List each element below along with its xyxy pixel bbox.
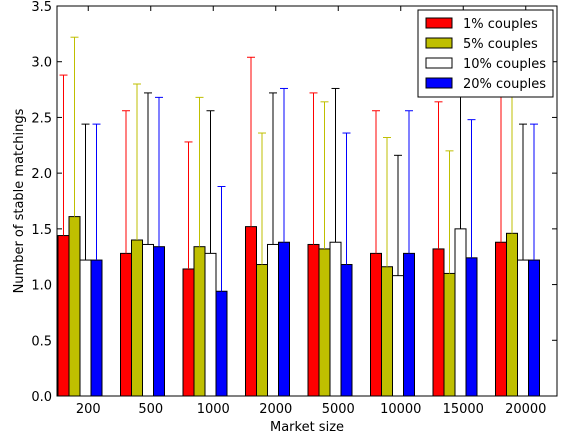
x-tick-label: 500 <box>138 402 163 417</box>
bar <box>153 246 165 397</box>
bar <box>403 252 415 397</box>
bar <box>432 248 445 397</box>
bar <box>307 243 320 397</box>
bar <box>182 268 195 397</box>
y-tick-label: 2.0 <box>31 167 52 182</box>
bar <box>79 259 92 397</box>
bar <box>215 290 228 397</box>
bar <box>318 248 331 397</box>
y-tick-label: 0.5 <box>31 334 52 349</box>
legend-label: 20% couples <box>463 77 546 92</box>
plot-frame <box>56 5 558 397</box>
bar <box>120 252 132 397</box>
x-tick-label: 15000 <box>443 402 484 417</box>
bar <box>370 252 382 397</box>
y-tick-label: 3.5 <box>31 0 52 15</box>
legend-swatch <box>425 37 453 49</box>
x-tick-label: 10000 <box>380 402 421 417</box>
bar <box>454 228 467 397</box>
bar <box>68 216 81 397</box>
legend-label: 1% couples <box>463 17 538 32</box>
bar <box>267 243 279 397</box>
bar <box>506 232 518 397</box>
bar <box>256 264 268 397</box>
legend-swatch <box>425 77 453 89</box>
bar <box>517 259 529 397</box>
x-tick-label: 200 <box>76 402 101 417</box>
bar <box>392 275 404 397</box>
legend-swatch <box>425 17 453 29</box>
legend: 1% couples 5% couples 10% couples 20% coupl… <box>417 9 554 98</box>
x-tick-label: 2000 <box>259 402 292 417</box>
legend-label: 5% couples <box>463 37 538 52</box>
bar <box>278 241 290 397</box>
axis-ticks: 0.0 0.5 1.0 1.5 2.0 2.5 3.0 3.5 200 500 1000 2000 50… <box>31 0 557 417</box>
x-axis-label: Market size <box>270 420 344 435</box>
y-tick-label: 1.0 <box>31 279 52 294</box>
bar <box>528 259 540 397</box>
y-tick-label: 2.5 <box>31 111 52 126</box>
y-axis-label: Number of stable matchings <box>12 108 27 293</box>
x-tick-label: 5000 <box>322 402 355 417</box>
y-tick-label: 3.0 <box>31 56 52 71</box>
bar <box>131 239 143 397</box>
bar <box>90 259 103 397</box>
bar <box>465 257 478 397</box>
bar <box>495 241 507 397</box>
bars <box>57 216 540 397</box>
x-tick-label: 1000 <box>197 402 230 417</box>
legend-swatch <box>425 57 453 69</box>
bar <box>329 241 342 397</box>
bar <box>57 235 70 397</box>
bar <box>193 246 206 397</box>
bar <box>245 226 257 397</box>
bar <box>443 272 456 397</box>
bar <box>381 266 393 397</box>
bar <box>204 252 217 397</box>
bar <box>340 264 353 397</box>
x-tick-label: 20000 <box>505 402 546 417</box>
y-tick-label: 0.0 <box>31 390 52 405</box>
legend-label: 10% couples <box>463 57 546 72</box>
y-tick-label: 1.5 <box>31 223 52 238</box>
bar <box>142 243 154 397</box>
error-bars <box>59 36 538 292</box>
